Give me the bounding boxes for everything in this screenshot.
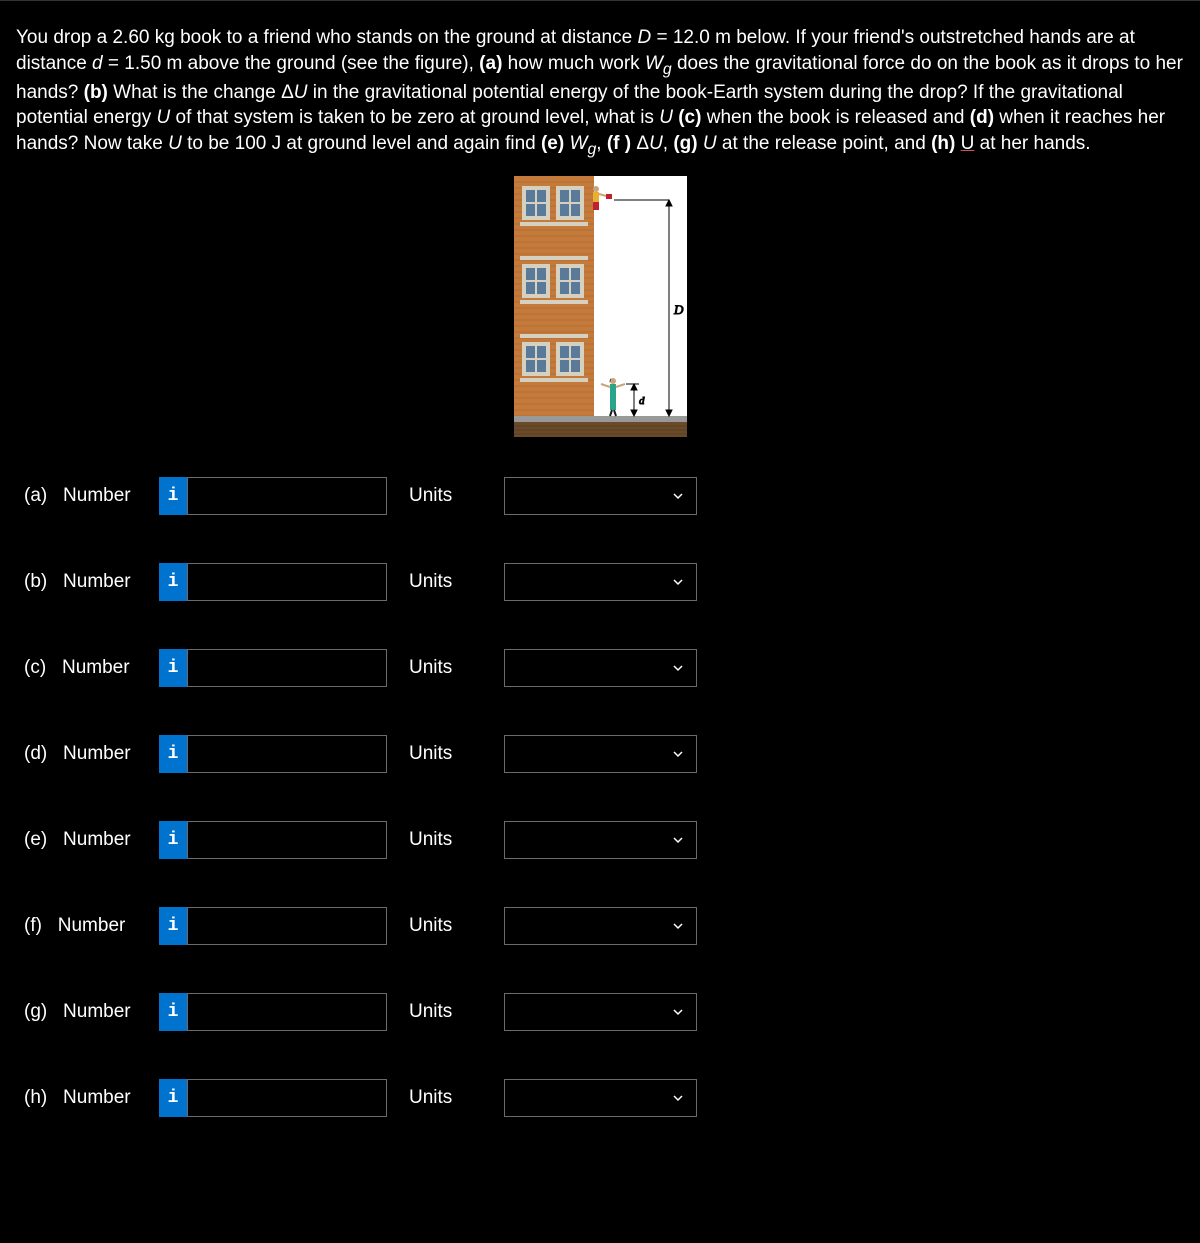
chevron-down-icon bbox=[672, 748, 684, 760]
problem-statement: You drop a 2.60 kg book to a friend who … bbox=[0, 1, 1200, 172]
info-icon[interactable]: i bbox=[159, 1079, 187, 1117]
units-label: Units bbox=[409, 569, 464, 595]
number-input[interactable] bbox=[187, 993, 387, 1031]
units-select[interactable] bbox=[504, 563, 697, 601]
units-label: Units bbox=[409, 999, 464, 1025]
number-input[interactable] bbox=[187, 821, 387, 859]
number-input[interactable] bbox=[187, 649, 387, 687]
part-label: (f) Number bbox=[24, 913, 159, 939]
figure-container: D d bbox=[0, 172, 1200, 477]
part-label: (c) Number bbox=[24, 655, 159, 681]
info-icon[interactable]: i bbox=[159, 477, 187, 515]
info-icon[interactable]: i bbox=[159, 735, 187, 773]
units-label: Units bbox=[409, 483, 464, 509]
chevron-down-icon bbox=[672, 576, 684, 588]
answer-row-f: (f) Numberi Units bbox=[24, 907, 1184, 945]
number-input[interactable] bbox=[187, 735, 387, 773]
answer-row-g: (g) Numberi Units bbox=[24, 993, 1184, 1031]
units-label: Units bbox=[409, 827, 464, 853]
answer-row-b: (b) Numberi Units bbox=[24, 563, 1184, 601]
info-icon[interactable]: i bbox=[159, 649, 187, 687]
info-icon[interactable]: i bbox=[159, 993, 187, 1031]
svg-text:D: D bbox=[673, 302, 684, 317]
info-icon[interactable]: i bbox=[159, 821, 187, 859]
units-label: Units bbox=[409, 913, 464, 939]
svg-text:d: d bbox=[639, 395, 645, 407]
answer-section: (a) NumberiUnits(b) NumberiUnits(c) Numb… bbox=[0, 477, 1200, 1137]
number-input[interactable] bbox=[187, 907, 387, 945]
part-label: (g) Number bbox=[24, 999, 159, 1025]
figure-svg: D d bbox=[514, 176, 687, 437]
info-icon[interactable]: i bbox=[159, 907, 187, 945]
answer-row-e: (e) Numberi Units bbox=[24, 821, 1184, 859]
part-label: (d) Number bbox=[24, 741, 159, 767]
units-select[interactable] bbox=[504, 907, 697, 945]
units-label: Units bbox=[409, 1085, 464, 1111]
answer-row-a: (a) Numberi Units bbox=[24, 477, 1184, 515]
part-label: (h) Number bbox=[24, 1085, 159, 1111]
problem-figure: D d bbox=[514, 176, 687, 437]
part-label: (a) Number bbox=[24, 483, 159, 509]
problem-text: You drop a 2.60 kg book to a friend who … bbox=[16, 27, 1183, 154]
chevron-down-icon bbox=[672, 1092, 684, 1104]
units-select[interactable] bbox=[504, 821, 697, 859]
answer-row-c: (c) Numberi Units bbox=[24, 649, 1184, 687]
units-label: Units bbox=[409, 741, 464, 767]
chevron-down-icon bbox=[672, 662, 684, 674]
number-input[interactable] bbox=[187, 477, 387, 515]
units-select[interactable] bbox=[504, 735, 697, 773]
units-select[interactable] bbox=[504, 477, 697, 515]
units-label: Units bbox=[409, 655, 464, 681]
units-select[interactable] bbox=[504, 993, 697, 1031]
chevron-down-icon bbox=[672, 834, 684, 846]
part-label: (e) Number bbox=[24, 827, 159, 853]
chevron-down-icon bbox=[672, 1006, 684, 1018]
chevron-down-icon bbox=[672, 920, 684, 932]
number-input[interactable] bbox=[187, 1079, 387, 1117]
answer-row-h: (h) Numberi Units bbox=[24, 1079, 1184, 1117]
part-label: (b) Number bbox=[24, 569, 159, 595]
units-select[interactable] bbox=[504, 1079, 697, 1117]
number-input[interactable] bbox=[187, 563, 387, 601]
units-select[interactable] bbox=[504, 649, 697, 687]
info-icon[interactable]: i bbox=[159, 563, 187, 601]
chevron-down-icon bbox=[672, 490, 684, 502]
answer-row-d: (d) Numberi Units bbox=[24, 735, 1184, 773]
